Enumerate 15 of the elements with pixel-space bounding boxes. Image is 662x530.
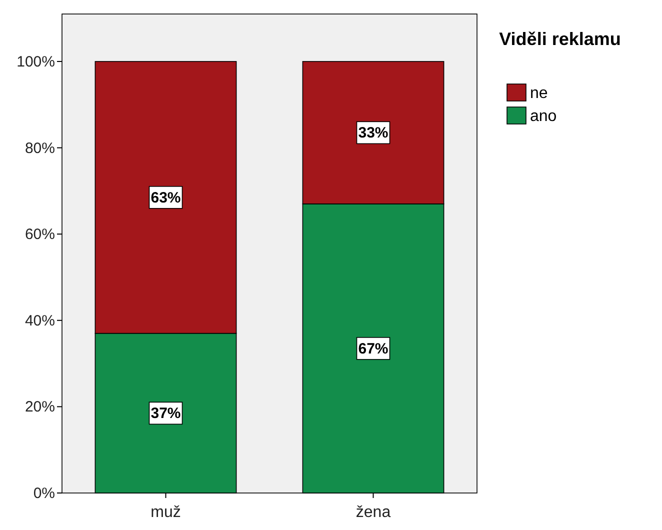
y-tick-label: 80%: [24, 140, 55, 157]
data-label: 67%: [358, 340, 388, 358]
data-label: 63%: [150, 189, 181, 206]
legend-title: Viděli reklamu: [499, 29, 621, 49]
x-tick-label: muž: [150, 504, 181, 521]
data-label: 33%: [358, 124, 388, 142]
data-label: 37%: [150, 405, 181, 422]
x-tick-label: žena: [356, 504, 391, 521]
legend-label: ano: [530, 108, 557, 125]
legend-label: ne: [530, 85, 548, 102]
y-tick-label: 100%: [16, 53, 55, 70]
y-tick-label: 40%: [24, 312, 55, 330]
y-tick-label: 0%: [33, 485, 55, 502]
y-tick-label: 20%: [24, 398, 55, 416]
y-tick-label: 60%: [24, 226, 55, 244]
